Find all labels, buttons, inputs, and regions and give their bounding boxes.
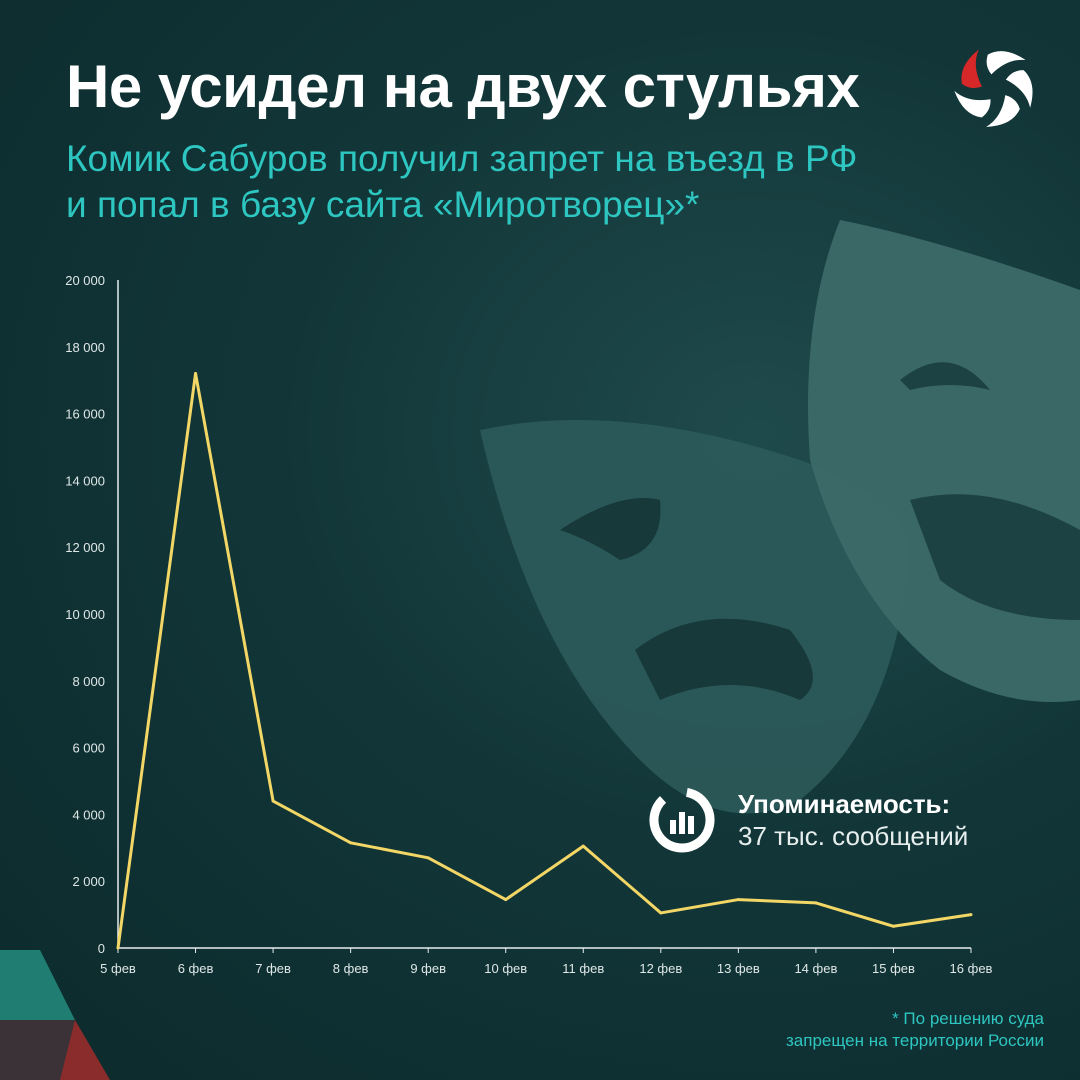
y-tick-label: 16 000 [65, 407, 105, 422]
x-tick-label: 13 фев [717, 961, 760, 976]
x-tick-label: 6 фев [178, 961, 214, 976]
stat-value: 37 тыс. сообщений [738, 821, 969, 851]
pinwheel-logo-icon [950, 49, 1039, 132]
subtitle-line-1: Комик Сабуров получил запрет на въезд в … [66, 138, 858, 179]
x-tick-label: 11 фев [562, 961, 604, 976]
data-point [349, 841, 353, 845]
corner-decoration [0, 950, 110, 1080]
footnote: * По решению суда запрещен на территории… [786, 1008, 1044, 1052]
y-tick-label: 6 000 [72, 741, 105, 756]
data-point [659, 911, 663, 915]
analytics-chart-icon [649, 787, 715, 853]
x-tick-label: 14 фев [794, 961, 837, 976]
x-tick-label: 16 фев [950, 961, 993, 976]
y-tick-label: 4 000 [72, 807, 105, 822]
subtitle-line-2: и попал в базу сайта «Миротворец»* [66, 184, 700, 225]
y-tick-label: 8 000 [72, 674, 105, 689]
stat-label: Упоминаемость: [738, 789, 951, 819]
x-tick-label: 5 фев [100, 961, 136, 976]
data-point [581, 844, 585, 848]
data-point [271, 799, 275, 803]
data-point [116, 946, 120, 950]
x-tick-label: 12 фев [639, 961, 682, 976]
y-tick-label: 18 000 [65, 340, 105, 355]
y-tick-label: 2 000 [72, 874, 105, 889]
data-point [814, 901, 818, 905]
x-tick-label: 7 фев [255, 961, 291, 976]
data-point [891, 924, 895, 928]
footnote-line-1: * По решению суда [892, 1009, 1044, 1028]
y-tick-label: 0 [98, 941, 105, 956]
x-tick-label: 15 фев [872, 961, 915, 976]
y-tick-label: 10 000 [65, 607, 105, 622]
mentions-stat: Упоминаемость: 37 тыс. сообщений [648, 786, 968, 854]
y-tick-label: 14 000 [65, 473, 105, 488]
page-title: Не усидел на двух стульях [66, 53, 860, 120]
page-subtitle: Комик Сабуров получил запрет на въезд в … [66, 136, 857, 228]
footnote-line-2: запрещен на территории России [785, 1031, 1044, 1050]
x-tick-label: 9 фев [410, 961, 446, 976]
data-point [194, 372, 198, 376]
data-point [969, 913, 973, 917]
data-point [504, 898, 508, 902]
series-line [116, 372, 972, 949]
theatre-masks-illustration [480, 220, 1080, 814]
y-tick-label: 12 000 [65, 540, 105, 555]
x-tick-label: 8 фев [333, 961, 369, 976]
data-point [736, 898, 740, 902]
y-tick-label: 20 000 [65, 273, 105, 288]
data-point [426, 856, 430, 860]
x-tick-label: 10 фев [484, 961, 527, 976]
